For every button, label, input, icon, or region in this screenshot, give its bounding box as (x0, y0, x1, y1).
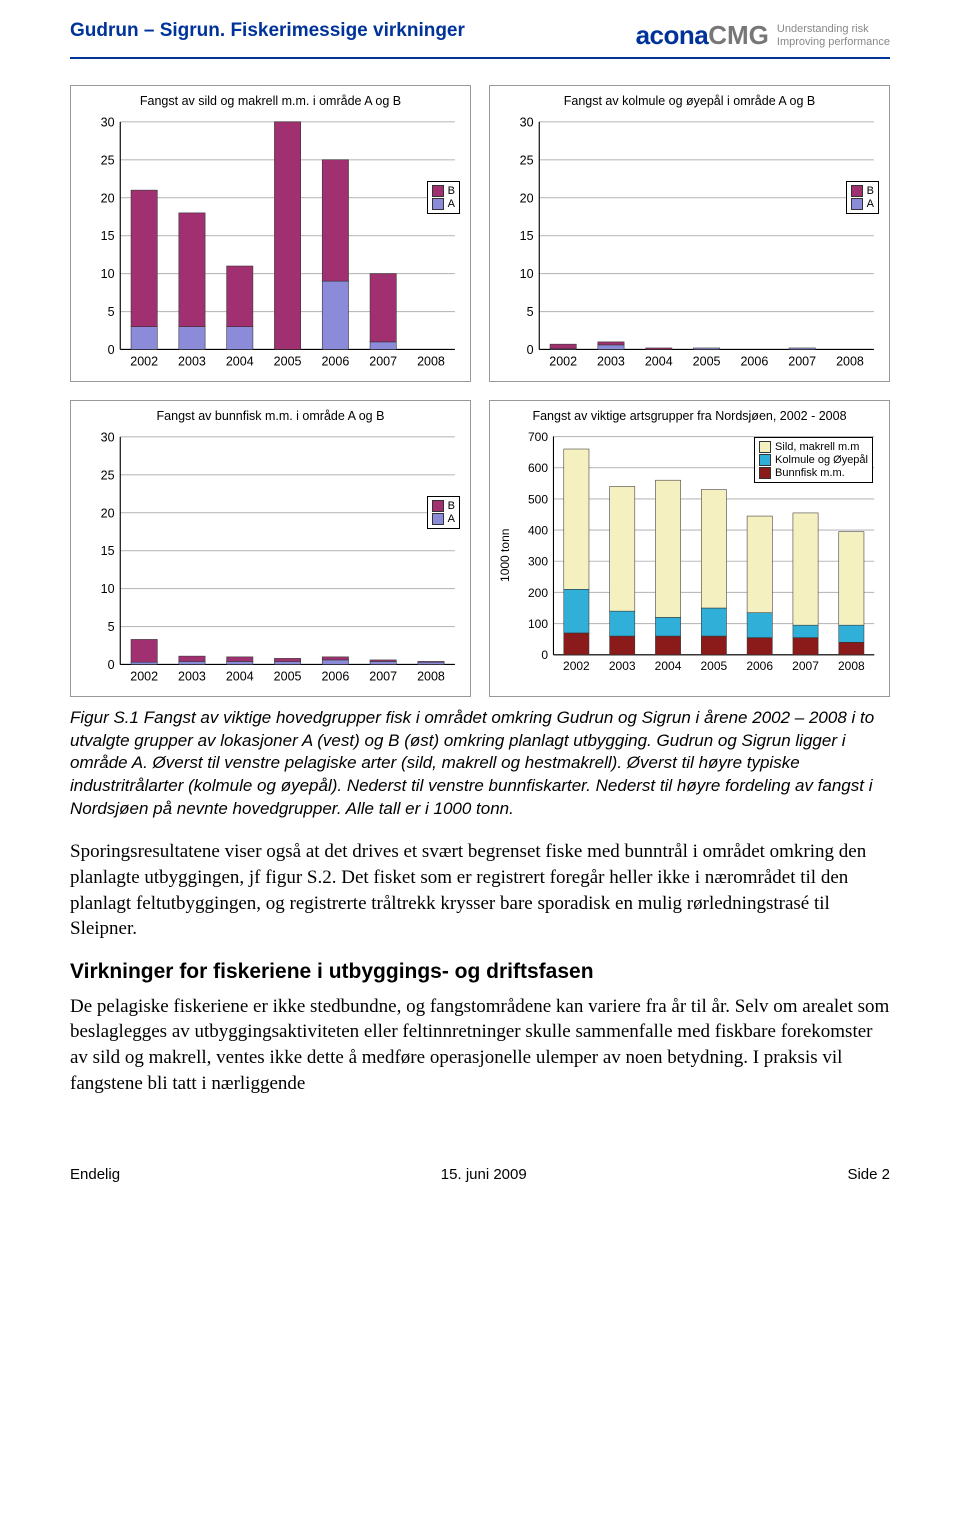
svg-text:0: 0 (527, 343, 534, 357)
svg-text:2004: 2004 (226, 354, 254, 368)
svg-text:25: 25 (520, 153, 534, 167)
svg-text:2002: 2002 (130, 354, 158, 368)
chart-kolmule-oyepal: Fangst av kolmule og øyepål i område A o… (489, 85, 890, 382)
svg-text:2002: 2002 (549, 354, 577, 368)
svg-text:2007: 2007 (369, 354, 397, 368)
svg-text:400: 400 (528, 523, 548, 537)
footer-center: 15. juni 2009 (441, 1166, 527, 1183)
svg-text:100: 100 (528, 617, 548, 631)
svg-text:30: 30 (101, 430, 115, 444)
section-heading: Virkninger for fiskeriene i utbyggings- … (70, 960, 890, 984)
svg-text:2006: 2006 (321, 354, 349, 368)
svg-text:2006: 2006 (746, 659, 773, 673)
svg-text:600: 600 (528, 461, 548, 475)
chart-title: Fangst av bunnfisk m.m. i område A og B (77, 409, 464, 424)
svg-text:0: 0 (108, 343, 115, 357)
svg-text:25: 25 (101, 153, 115, 167)
paragraph-2: De pelagiske fiskeriene er ikke stedbund… (70, 994, 890, 1097)
svg-text:2006: 2006 (740, 354, 768, 368)
chart3-legend: BA (427, 496, 460, 529)
svg-text:2007: 2007 (369, 669, 397, 683)
svg-text:5: 5 (527, 305, 534, 319)
svg-text:20: 20 (101, 191, 115, 205)
chart1-plot: 0 5 10 15 20 25 30 2002 2003 2004 2005 2006 2007 2008 (77, 115, 464, 377)
svg-text:15: 15 (101, 544, 115, 558)
svg-text:2008: 2008 (836, 354, 864, 368)
chart-title: Fangst av kolmule og øyepål i område A o… (496, 94, 883, 109)
charts-grid: Fangst av sild og makrell m.m. i område … (70, 85, 890, 697)
svg-text:500: 500 (528, 492, 548, 506)
svg-text:2005: 2005 (274, 354, 302, 368)
svg-text:2008: 2008 (838, 659, 865, 673)
svg-text:2004: 2004 (645, 354, 673, 368)
chart1-legend: BA (427, 181, 460, 214)
header-logo: aconaCMG Understanding risk Improving pe… (636, 20, 890, 51)
svg-text:5: 5 (108, 620, 115, 634)
svg-text:2005: 2005 (701, 659, 728, 673)
chart4-ylabel: 1000 tonn (496, 430, 512, 681)
svg-text:2007: 2007 (792, 659, 819, 673)
svg-text:2006: 2006 (321, 669, 349, 683)
svg-text:10: 10 (101, 267, 115, 281)
chart-sild-makrell: Fangst av sild og makrell m.m. i område … (70, 85, 471, 382)
footer-right: Side 2 (847, 1166, 890, 1183)
logo-tagline: Understanding risk Improving performance (777, 23, 890, 47)
svg-text:2002: 2002 (563, 659, 590, 673)
svg-text:200: 200 (528, 586, 548, 600)
svg-text:5: 5 (108, 305, 115, 319)
svg-text:2005: 2005 (693, 354, 721, 368)
svg-text:0: 0 (541, 648, 548, 662)
svg-text:20: 20 (520, 191, 534, 205)
chart2-plot: 0 5 10 15 20 25 30 2002 2003 2004 2005 2006 2007 2008 (496, 115, 883, 377)
svg-text:15: 15 (101, 229, 115, 243)
svg-text:2008: 2008 (417, 354, 445, 368)
paragraph-1: Sporingsresultatene viser også at det dr… (70, 839, 890, 942)
svg-text:25: 25 (101, 468, 115, 482)
svg-text:2003: 2003 (178, 669, 206, 683)
svg-text:700: 700 (528, 430, 548, 444)
header-title: Gudrun – Sigrun. Fiskerimessige virkning… (70, 20, 465, 42)
chart4-legend: Sild, makrell m.mKolmule og ØyepålBunnfi… (754, 437, 873, 483)
page-header: Gudrun – Sigrun. Fiskerimessige virkning… (70, 20, 890, 59)
svg-text:2008: 2008 (417, 669, 445, 683)
chart-title: Fangst av viktige artsgrupper fra Nordsj… (496, 409, 883, 424)
chart-title: Fangst av sild og makrell m.m. i område … (77, 94, 464, 109)
svg-text:2004: 2004 (655, 659, 682, 673)
svg-text:0: 0 (108, 658, 115, 672)
svg-text:10: 10 (520, 267, 534, 281)
svg-text:2005: 2005 (274, 669, 302, 683)
footer-left: Endelig (70, 1166, 120, 1183)
chart3-plot: 0 5 10 15 20 25 30 2002 2003 2004 2005 2006 2007 2008 (77, 430, 464, 692)
svg-text:30: 30 (101, 115, 115, 129)
svg-text:2002: 2002 (130, 669, 158, 683)
chart2-legend: BA (846, 181, 879, 214)
svg-text:2003: 2003 (609, 659, 636, 673)
svg-text:10: 10 (101, 582, 115, 596)
chart-nordsjoen: Fangst av viktige artsgrupper fra Nordsj… (489, 400, 890, 697)
chart-bunnfisk: Fangst av bunnfisk m.m. i område A og B … (70, 400, 471, 697)
svg-text:30: 30 (520, 115, 534, 129)
svg-text:2004: 2004 (226, 669, 254, 683)
svg-text:2003: 2003 (597, 354, 625, 368)
svg-text:15: 15 (520, 229, 534, 243)
figure-caption: Figur S.1 Fangst av viktige hovedgrupper… (70, 707, 890, 822)
svg-text:2007: 2007 (788, 354, 816, 368)
svg-text:2003: 2003 (178, 354, 206, 368)
page-footer: Endelig 15. juni 2009 Side 2 (70, 1166, 890, 1183)
svg-text:20: 20 (101, 506, 115, 520)
svg-text:300: 300 (528, 554, 548, 568)
logo-wordmark: aconaCMG (636, 20, 769, 51)
